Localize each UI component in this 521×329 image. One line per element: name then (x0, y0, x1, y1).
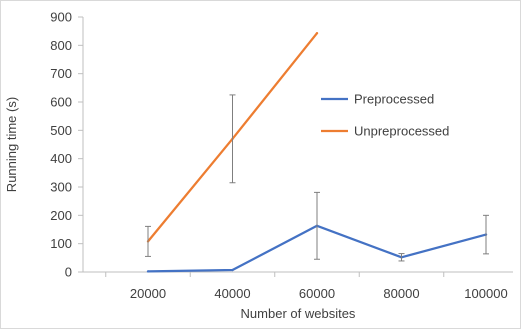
x-axis: 20000 40000 60000 80000 100000 (83, 271, 513, 301)
y-tick-label: 900 (50, 10, 72, 25)
legend-label-unpreprocessed: Unpreprocessed (354, 124, 449, 139)
x-tick-label: 60000 (299, 286, 335, 301)
y-tick-label: 300 (50, 180, 72, 195)
x-tick-label: 80000 (383, 286, 419, 301)
y-tick-label: 0 (65, 265, 72, 280)
y-tick-label: 200 (50, 208, 72, 223)
x-tick-label: 100000 (464, 286, 507, 301)
legend-label-preprocessed: Preprocessed (354, 92, 434, 107)
x-tick-label: 40000 (214, 286, 250, 301)
errorbar-layer (145, 94, 489, 262)
data-point-preprocessed (231, 268, 234, 272)
y-axis: 0 100 200 300 400 500 600 700 800 900 (50, 10, 84, 280)
legend: Preprocessed Unpreprocessed (321, 92, 449, 139)
data-point-preprocessed (146, 270, 150, 273)
x-axis-title: Number of websites (241, 306, 356, 321)
y-tick-label: 400 (50, 151, 72, 166)
y-tick-label: 600 (50, 95, 72, 110)
y-tick-label: 800 (50, 38, 72, 53)
y-axis-title: Running time (s) (4, 97, 19, 192)
y-tick-label: 100 (50, 236, 72, 251)
data-point-unpreprocessed (315, 31, 319, 35)
x-tick-label: 20000 (130, 286, 166, 301)
y-tick-label: 700 (50, 66, 72, 81)
y-tick-label: 500 (50, 123, 72, 138)
